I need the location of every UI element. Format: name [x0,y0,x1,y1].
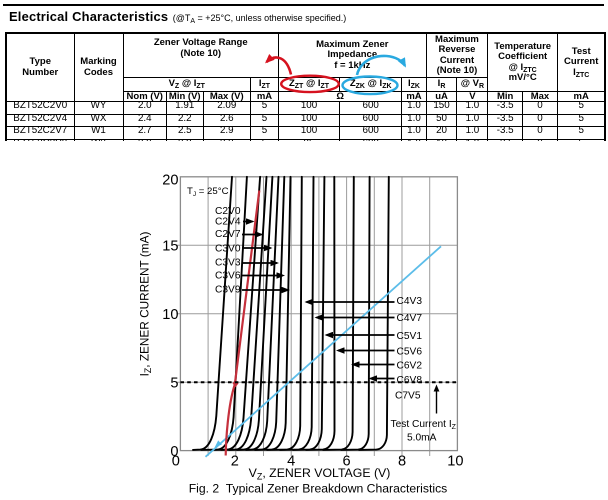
svg-text:VZ, ZENER VOLTAGE (V): VZ, ZENER VOLTAGE (V) [249,466,391,482]
svg-text:6: 6 [343,454,351,470]
svg-text:C2V7: C2V7 [215,229,241,240]
svg-text:C3V9: C3V9 [215,285,241,296]
svg-text:C4V7: C4V7 [397,313,423,324]
svg-text:C4V3: C4V3 [397,296,423,307]
svg-text:0: 0 [170,444,178,460]
svg-text:TJ = 25°C: TJ = 25°C [187,186,229,198]
svg-text:C5V1: C5V1 [397,331,423,342]
svg-text:C3V0: C3V0 [215,243,241,254]
svg-text:C3V3: C3V3 [215,257,241,268]
svg-text:IZ, ZENER CURRENT (mA): IZ, ZENER CURRENT (mA) [138,232,154,377]
svg-text:C3V6: C3V6 [215,271,241,282]
svg-text:8: 8 [398,454,406,470]
svg-text:C2V0: C2V0 [215,206,241,217]
svg-text:15: 15 [162,239,178,255]
svg-text:Test Current IZ: Test Current IZ [391,419,457,431]
svg-text:10: 10 [162,307,178,323]
svg-text:C6V2: C6V2 [397,361,423,372]
svg-text:C6V8: C6V8 [397,375,423,386]
svg-text:4: 4 [287,454,295,470]
svg-text:2: 2 [231,454,239,470]
svg-text:20: 20 [162,173,178,189]
svg-text:5.0mA: 5.0mA [407,433,437,444]
svg-text:5: 5 [170,376,178,392]
svg-text:C5V6: C5V6 [397,346,423,357]
svg-text:0: 0 [172,454,180,470]
svg-text:Fig. 2 Typical Zener Breakdow: Fig. 2 Typical Zener Breakdown Character… [189,481,448,495]
svg-text:10: 10 [447,454,463,470]
svg-text:C7V5: C7V5 [395,390,421,401]
svg-text:C2V4: C2V4 [215,216,241,227]
